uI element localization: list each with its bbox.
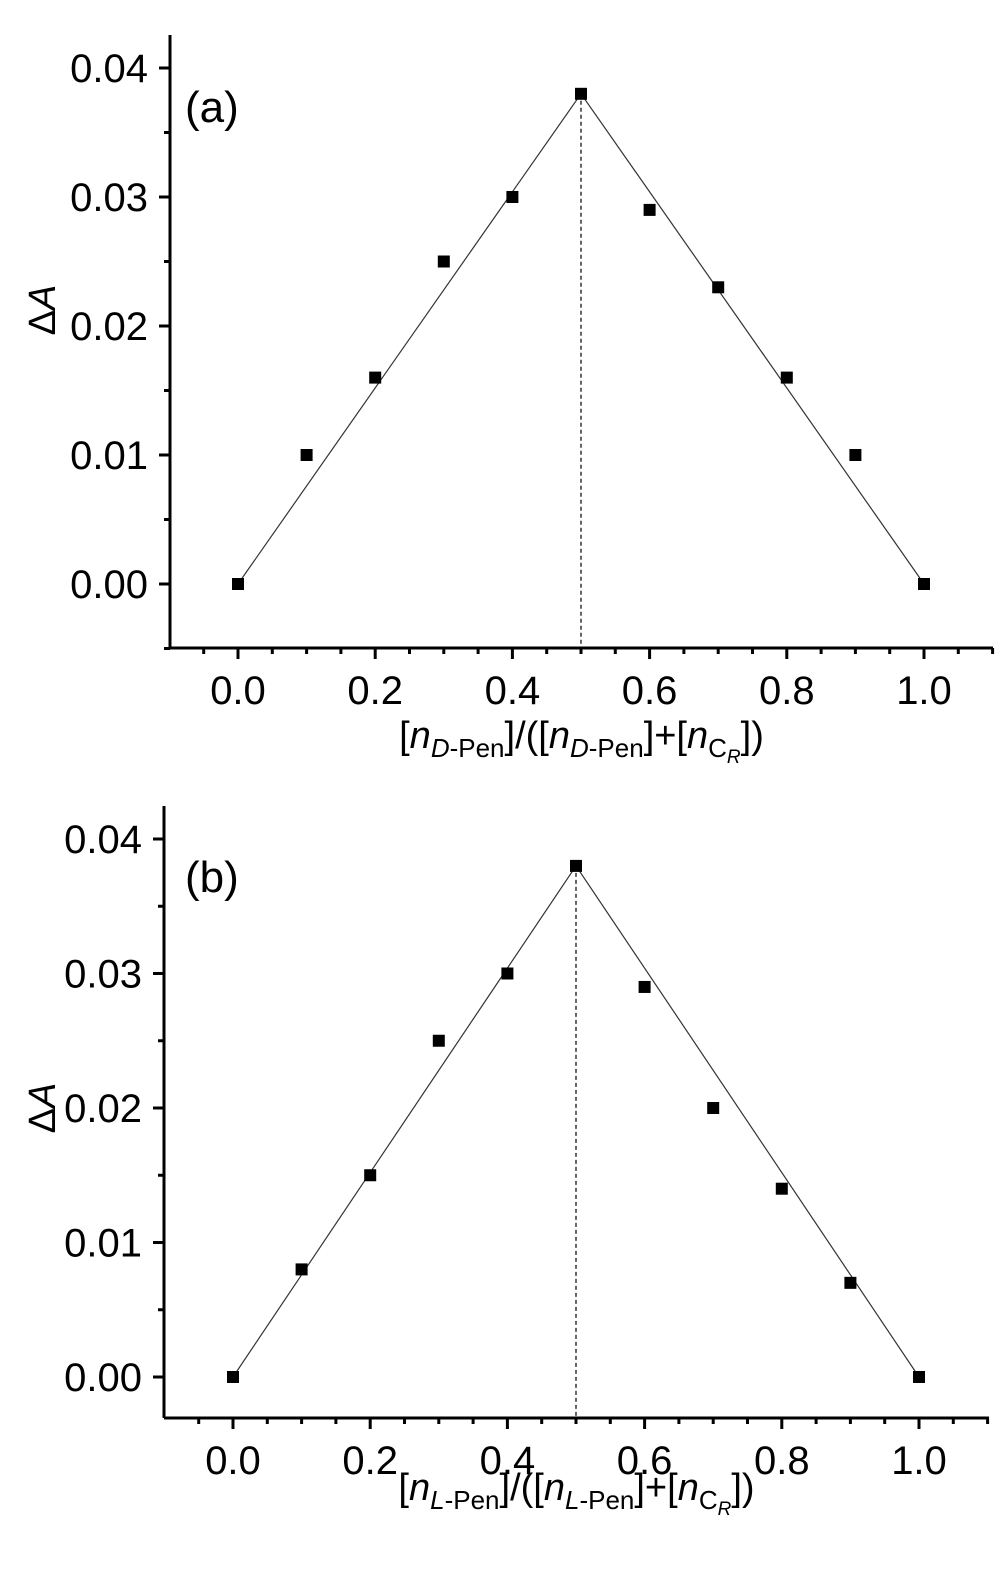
x-tick-label: 0.6 xyxy=(617,1439,673,1483)
data-point xyxy=(437,255,450,268)
data-point xyxy=(913,1371,925,1383)
data-point xyxy=(575,87,587,100)
x-tick-label: 0.2 xyxy=(342,1439,398,1483)
x-tick-label: 0.8 xyxy=(754,1439,810,1483)
data-point xyxy=(643,203,656,216)
fit-line-ascending xyxy=(232,865,577,1378)
data-point xyxy=(570,859,582,872)
chart-panel-2: 0.0 0.2 0.4 0.6 0.8 1.0 0.00 0.01 0.02 0.03 0.04 ΔA… xyxy=(22,806,990,1520)
y-tick-label: 0.01 xyxy=(70,434,148,478)
panel-label: (a) xyxy=(185,83,239,132)
x-tick-label: 1.0 xyxy=(896,669,952,713)
x-tick-label: 0.6 xyxy=(622,669,678,713)
data-point xyxy=(227,1371,239,1383)
y-tick-label: 0.00 xyxy=(70,563,148,607)
x-tick-label: 0.4 xyxy=(480,1439,536,1483)
x-tick-label: 0.2 xyxy=(347,669,403,713)
x-tick-label: 1.0 xyxy=(891,1439,947,1483)
data-point xyxy=(300,449,313,461)
x-tick-label: 0.0 xyxy=(205,1439,261,1483)
data-point xyxy=(780,371,793,384)
data-point xyxy=(849,449,862,461)
data-point xyxy=(369,371,382,384)
y-tick-label: 0.03 xyxy=(64,953,142,997)
data-point xyxy=(295,1263,308,1276)
y-tick-label: 0.02 xyxy=(70,305,148,349)
y-tick-label: 0.02 xyxy=(64,1087,142,1131)
y-tick-label: 0.00 xyxy=(64,1356,142,1400)
data-point xyxy=(232,578,244,590)
data-point xyxy=(506,191,519,203)
x-axis-title: [nD-Pen]/([nD-Pen]+[nCR]) xyxy=(399,715,764,768)
panel-label: (b) xyxy=(185,853,239,902)
data-point xyxy=(638,980,651,993)
data-point xyxy=(844,1276,857,1289)
y-tick-label: 0.01 xyxy=(64,1222,142,1266)
data-point xyxy=(918,578,930,590)
data-point xyxy=(364,1169,377,1182)
y-axis-title: ΔA xyxy=(22,1083,64,1134)
fit-line-descending xyxy=(580,93,925,585)
data-point xyxy=(501,967,514,980)
y-tick-label: 0.04 xyxy=(64,818,142,862)
y-tick-label: 0.04 xyxy=(70,47,148,91)
data-point xyxy=(432,1034,445,1047)
data-point xyxy=(775,1182,788,1195)
y-tick-label: 0.03 xyxy=(70,176,148,220)
data-point xyxy=(707,1102,720,1114)
chart-panel-1: 0.0 0.2 0.4 0.6 0.8 1.0 0.00 0.01 0.02 0.03 0.04 ΔA… xyxy=(22,35,995,768)
y-axis-title: ΔA xyxy=(22,285,64,336)
x-tick-label: 0.8 xyxy=(759,669,815,713)
data-point xyxy=(712,281,725,294)
x-axis-title: [nL-Pen]/([nL-Pen]+[nCR]) xyxy=(398,1467,754,1520)
x-tick-label: 0.4 xyxy=(485,669,541,713)
fit-line-descending xyxy=(575,865,920,1378)
x-tick-label: 0.0 xyxy=(210,669,266,713)
fit-line-ascending xyxy=(237,93,582,585)
